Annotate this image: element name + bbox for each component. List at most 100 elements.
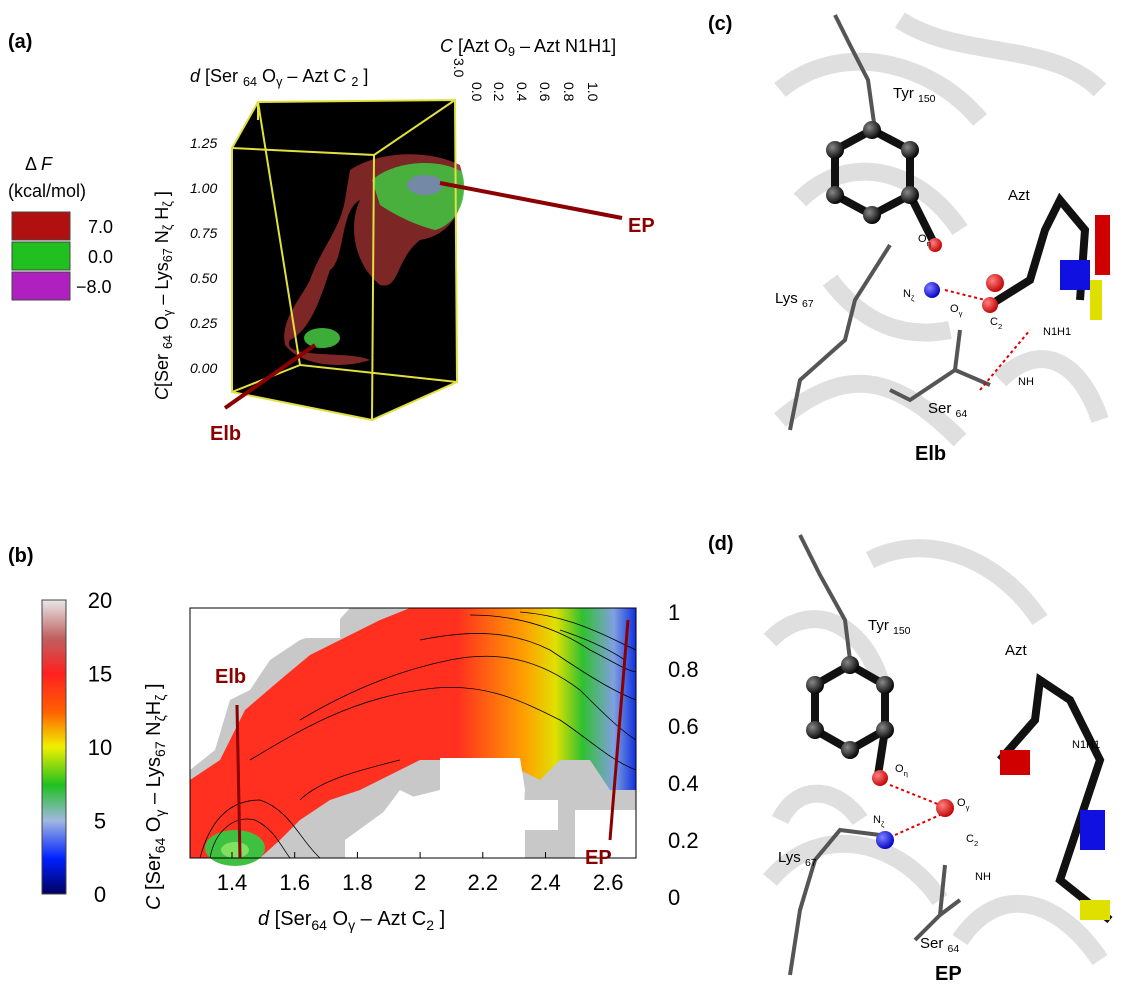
x-tick-label: 2.2 [468,870,499,895]
y-tick-label: 0.6 [668,714,699,739]
atom-label: Azt [1005,642,1028,659]
title-part: – Lys [152,262,172,309]
title-part: O [152,316,172,335]
x2-tick-label: 0.2 [491,82,507,102]
label-part: C [990,316,998,328]
label-part: Ser [920,935,948,952]
callout: EP [585,847,612,869]
title-part: F [41,154,53,174]
x-tick-label: 1.5 [287,112,303,132]
label-part: γ [959,309,963,318]
y-tick-label: 0.8 [668,657,699,682]
title-part: γ [348,917,355,933]
title-part: 9 [508,45,515,59]
colorbar-tick-label: 15 [88,662,112,687]
y-tick-label: 0.75 [190,225,217,241]
surface-low [407,175,443,195]
label-part: 67 [805,857,817,869]
legend-swatch [12,212,70,240]
label-part: C [966,833,974,845]
title-part: – Lys [143,757,165,810]
title-part: C [440,36,454,56]
title-part: O [327,908,348,930]
x2-tick-label: 3.0 [451,58,467,78]
label-part: 150 [918,93,936,105]
title-part: [Ser [200,66,243,86]
label-part: Ser [928,400,956,417]
label-part: η [904,769,908,778]
title-part: 67 [161,248,175,262]
figure: (a) EP Elb d [Ser 64 Oγ – Azt C 2 ] C [A… [0,0,1122,983]
x-tick-label: 1.4 [217,870,248,895]
title-part: ] [152,191,172,201]
x2-tick-label: 0.0 [469,82,485,102]
label-part: γ [966,803,970,812]
label-part: Tyr [893,85,918,102]
title-part: [Ser [269,908,312,930]
legend-swatch [12,272,70,300]
atom-label: N1H1 [1043,326,1071,338]
label-part: 64 [948,943,960,955]
panel-label: (a) [8,31,32,53]
panel-label: (c) [708,13,732,35]
x-tick-label: 2.5 [397,104,413,124]
colorbar-tick-label: 0 [94,882,106,907]
panel-a: (a) EP Elb d [Ser 64 Oγ – Azt C 2 ] C [A… [8,31,655,445]
title-part: O [143,817,165,838]
x-tick-label: 2.0 [342,108,358,128]
title-part: 64 [152,838,168,854]
surface-mid [304,328,340,348]
title-part: 2 [351,75,358,89]
x2-tick-label: 0.4 [514,82,530,102]
y-tick-label: 0.00 [190,360,217,376]
x2-tick-label: 0.8 [561,82,577,102]
label-part: Lys [775,290,802,307]
legend-value: 0.0 [88,247,113,267]
x2-tick-label: 1.0 [585,82,601,102]
title-part: N [152,230,172,248]
label-part: Azt [1008,187,1031,204]
title-part: – Azt N1H1] [515,36,616,56]
y-tick-label: 1.00 [190,180,217,196]
x2-axis-title: C [Azt O9 – Azt N1H1] [440,36,616,59]
atom-label: Azt [1008,187,1031,204]
legend-value: −8.0 [76,277,112,297]
label-part: 150 [893,625,911,637]
label-part: N [873,814,881,826]
label-part: N1H1 [1072,739,1100,751]
y-tick-label: 0.25 [190,315,217,331]
title-part: ] [358,66,368,86]
label-part: Azt [1005,642,1028,659]
callout: EP [628,215,655,237]
x2-tick-label: 0.6 [537,82,553,102]
title-part: ] [143,683,165,694]
label-part: 2 [974,839,978,848]
molecule-render [765,10,1110,460]
y-tick-label: 0.50 [190,270,217,286]
panel-c: (c) [708,10,1110,465]
label-part: 67 [802,298,814,310]
x-tick-label: 1.6 [279,870,310,895]
label-part: Lys [778,849,805,866]
x-tick-label: 2.4 [530,870,561,895]
title-part: γ [152,810,168,817]
molecule-render [765,530,1110,975]
state-label: EP [935,963,962,983]
atom-label: NH [975,871,991,883]
y-axis-title: C [Ser64 Oγ – Lys67 NζHζ ] [143,683,168,910]
y-tick-label: 1.25 [190,135,217,151]
label-part: NH [1018,376,1034,388]
title-part: H [143,701,165,715]
legend-value: 7.0 [88,217,113,237]
title-part: 2 [426,917,434,933]
colorbar-tick-label: 10 [88,735,112,760]
title-part: 67 [152,741,168,757]
title-part: [Azt O [453,36,508,56]
legend-title: ΔF [25,154,53,174]
title-part: – Azt C [282,66,351,86]
title-part: H [152,207,172,225]
colorbar-tick-label: 20 [88,588,112,613]
x-axis-title: d [Ser 64 Oγ – Azt C 2 ] [190,66,368,89]
